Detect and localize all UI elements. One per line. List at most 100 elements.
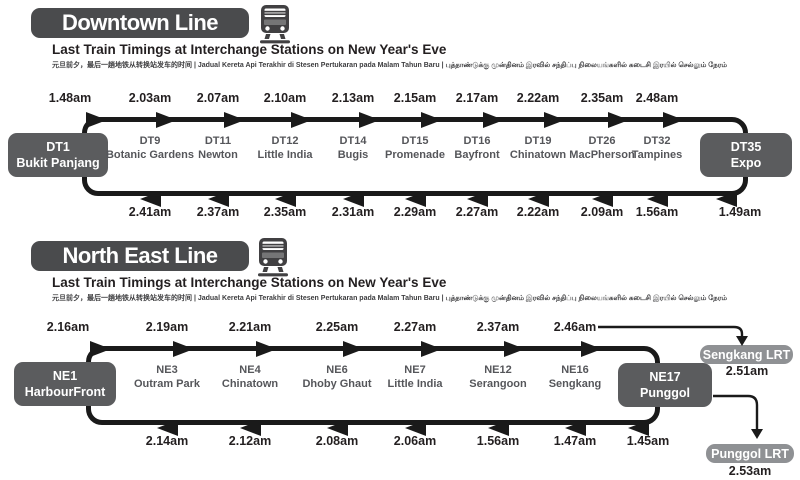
subtitle: Last Train Timings at Interchange Statio…	[52, 275, 447, 290]
last-train-time: 2.27am	[393, 320, 437, 334]
station-code: DT14	[339, 135, 367, 147]
last-train-time: 2.31am	[331, 205, 375, 219]
direction-arrow-icon	[647, 190, 668, 207]
train-icon	[258, 238, 288, 277]
station-label: NE6 Dhoby Ghaut	[302, 364, 371, 392]
station-code: DT12	[271, 135, 299, 147]
station-name: Chinatown	[509, 148, 567, 161]
station-code: DT11	[204, 135, 232, 147]
direction-arrow-icon	[592, 190, 613, 207]
station-label: DT14 Bugis	[338, 135, 369, 163]
station-code: NE1	[52, 368, 78, 383]
station-name: Outram Park	[133, 377, 201, 390]
last-train-time: 2.08am	[315, 434, 359, 448]
last-train-time: 2.35am	[580, 91, 624, 105]
direction-arrow-icon	[208, 190, 229, 207]
station-label: NE16 Sengkang	[549, 364, 602, 392]
direction-arrow-icon	[504, 340, 525, 357]
lrt-branch-arrow-icon	[598, 325, 744, 336]
last-train-time: 1.56am	[476, 434, 520, 448]
last-train-time: 2.37am	[196, 205, 240, 219]
station-name: Bayfront	[454, 148, 500, 161]
subtitle-translations: 元旦前夕，最后一趟地铁从转换站发车的时间 | Jadual Kereta Api…	[52, 295, 727, 302]
line-title: North East Line	[31, 241, 249, 271]
direction-arrow-icon	[240, 419, 261, 436]
last-train-time: 2.13am	[331, 91, 375, 105]
station-code: NE17	[649, 369, 681, 384]
train-icon	[260, 5, 290, 44]
station-code: NE6	[326, 364, 348, 376]
station-name: HarbourFront	[24, 385, 106, 399]
direction-arrow-icon	[628, 419, 649, 436]
last-train-time: 2.29am	[393, 205, 437, 219]
last-train-time: 2.12am	[228, 434, 272, 448]
direction-arrow-icon	[608, 111, 629, 128]
direction-arrow-icon	[343, 340, 364, 357]
last-train-time: 2.06am	[393, 434, 437, 448]
direction-arrow-icon	[405, 419, 426, 436]
direction-arrow-icon	[716, 190, 737, 207]
last-train-time: 2.48am	[635, 91, 679, 105]
direction-arrow-icon	[405, 190, 426, 207]
station-code: DT9	[139, 135, 161, 147]
line-title-label: Downtown Line	[61, 10, 219, 35]
direction-arrow-icon	[467, 190, 488, 207]
direction-arrow-icon	[156, 111, 177, 128]
direction-arrow-icon	[544, 111, 565, 128]
last-train-time: 1.48am	[48, 91, 92, 105]
last-train-time: 2.37am	[476, 320, 520, 334]
station-name: Newton	[198, 148, 238, 161]
last-train-time: 1.45am	[626, 434, 670, 448]
last-train-time: 2.09am	[580, 205, 624, 219]
direction-arrow-icon	[359, 111, 380, 128]
station-label: NE3 Outram Park	[134, 364, 200, 392]
station-name: Little India	[257, 148, 313, 161]
station-label: NE4 Chinatown	[222, 364, 278, 392]
subtitle-translations: 元旦前夕，最后一趟地铁从转换站发车的时间 | Jadual Kereta Api…	[52, 62, 727, 69]
direction-arrow-icon	[327, 419, 348, 436]
station-name: Sengkang	[548, 377, 602, 390]
direction-arrow-icon	[291, 111, 312, 128]
station-name: Chinatown	[221, 377, 279, 390]
last-train-time: 2.25am	[315, 320, 359, 334]
last-train-time: 2.35am	[263, 205, 307, 219]
subtitle: Last Train Timings at Interchange Statio…	[52, 42, 447, 57]
direction-arrow-icon	[173, 340, 194, 357]
last-train-time: 2.22am	[516, 91, 560, 105]
line-title-label: North East Line	[62, 243, 218, 268]
station-code: NE7	[404, 364, 426, 376]
station-label: NE7 Little India	[388, 364, 443, 392]
last-train-time: 2.21am	[228, 320, 272, 334]
lrt-name: Punggol LRT	[711, 446, 789, 461]
direction-arrow-icon	[483, 111, 504, 128]
direction-arrow-icon	[565, 419, 586, 436]
station-name: Bukit Panjang	[16, 156, 100, 170]
terminal-station-box: DT1 Bukit Panjang	[8, 133, 108, 177]
station-name: Tampines	[631, 148, 683, 161]
last-train-time: 1.49am	[718, 205, 762, 219]
station-name: Serangoon	[469, 377, 527, 390]
station-code: DT32	[643, 135, 671, 147]
direction-arrow-icon	[528, 190, 549, 207]
last-train-time: 2.10am	[263, 91, 307, 105]
lrt-name: Sengkang LRT	[702, 347, 791, 362]
lrt-last-train-time: 2.53am	[728, 464, 772, 478]
station-name: Punggol	[640, 386, 690, 400]
direction-arrow-icon	[157, 419, 178, 436]
station-label: DT16 Bayfront	[454, 135, 499, 163]
last-train-time: 2.03am	[128, 91, 172, 105]
station-name: Dhoby Ghaut	[302, 377, 372, 390]
line-title: Downtown Line	[31, 8, 249, 38]
station-label: DT11 Newton	[198, 135, 238, 163]
station-code: NE16	[561, 364, 589, 376]
terminal-station-box: DT35 Expo	[700, 133, 792, 177]
station-label: DT32 Tampines	[632, 135, 683, 163]
station-code: DT15	[401, 135, 429, 147]
station-code: DT35	[730, 139, 762, 154]
station-name: Expo	[730, 156, 762, 170]
last-train-time: 2.27am	[455, 205, 499, 219]
direction-arrow-icon	[256, 340, 277, 357]
station-code: NE4	[239, 364, 261, 376]
last-train-time: 2.15am	[393, 91, 437, 105]
lrt-connection-badge: Sengkang LRT	[700, 345, 793, 364]
